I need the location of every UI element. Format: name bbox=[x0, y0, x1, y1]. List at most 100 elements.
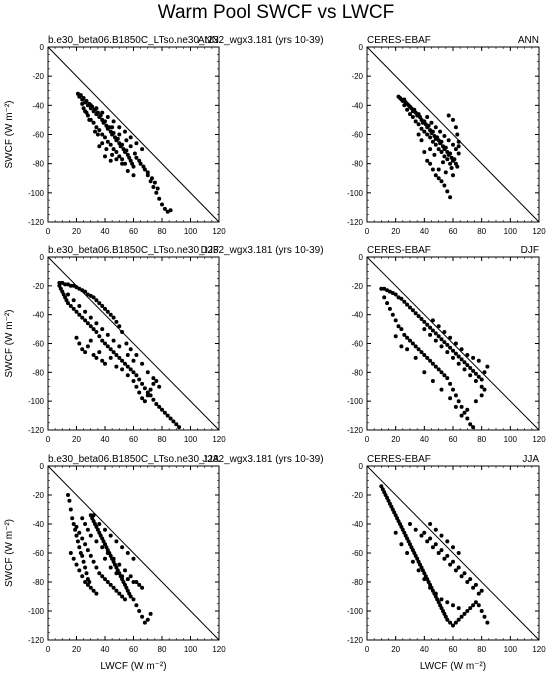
x-tick-label: 20 bbox=[391, 645, 400, 654]
data-point bbox=[445, 157, 450, 162]
data-point bbox=[105, 344, 110, 349]
data-point bbox=[430, 167, 435, 172]
data-point bbox=[80, 553, 85, 558]
data-point bbox=[105, 580, 110, 584]
data-point bbox=[154, 379, 159, 383]
data-point bbox=[419, 126, 424, 131]
data-point bbox=[465, 580, 470, 584]
data-point bbox=[66, 301, 70, 306]
data-point bbox=[125, 373, 130, 378]
data-point bbox=[111, 585, 116, 590]
data-point bbox=[465, 363, 470, 368]
x-axis-label: LWCF (W m⁻²) bbox=[420, 661, 486, 672]
data-point bbox=[393, 334, 398, 339]
data-point bbox=[439, 548, 444, 553]
y-tick-label: -100 bbox=[28, 397, 45, 406]
x-axis-label: LWCF (W m⁻²) bbox=[100, 661, 166, 672]
data-point bbox=[422, 327, 427, 332]
data-point bbox=[479, 609, 484, 613]
data-point bbox=[456, 565, 461, 570]
data-point bbox=[57, 280, 62, 285]
x-tick-label: 120 bbox=[212, 435, 226, 444]
data-point bbox=[77, 304, 82, 308]
data-point bbox=[120, 545, 125, 550]
data-point bbox=[405, 302, 410, 307]
data-point bbox=[465, 407, 470, 412]
data-point bbox=[455, 164, 460, 169]
data-point bbox=[117, 562, 122, 567]
data-point bbox=[94, 106, 99, 111]
y-tick-label: -20 bbox=[351, 491, 363, 500]
data-point bbox=[150, 176, 154, 181]
y-tick-label: -60 bbox=[351, 131, 363, 140]
data-point bbox=[123, 161, 127, 166]
x-tick-label: 20 bbox=[72, 645, 81, 654]
data-point bbox=[77, 530, 82, 535]
data-point bbox=[430, 139, 435, 144]
data-point bbox=[416, 132, 421, 137]
data-point bbox=[482, 387, 487, 392]
data-point bbox=[399, 344, 404, 349]
data-point bbox=[81, 96, 86, 100]
data-point bbox=[456, 551, 461, 555]
data-point bbox=[441, 160, 445, 165]
y-tick-label: -120 bbox=[347, 426, 364, 435]
data-point bbox=[445, 189, 450, 194]
data-point bbox=[471, 585, 476, 590]
data-point bbox=[105, 332, 110, 337]
data-point bbox=[405, 347, 410, 352]
data-point bbox=[131, 597, 136, 602]
data-point bbox=[422, 150, 427, 154]
data-point bbox=[94, 539, 99, 544]
y-tick-label: -60 bbox=[351, 340, 363, 349]
data-point bbox=[81, 559, 86, 564]
x-tick-label: 120 bbox=[532, 227, 546, 236]
data-point bbox=[75, 539, 80, 544]
data-point bbox=[428, 147, 433, 152]
y-tick-label: -40 bbox=[32, 520, 44, 529]
data-point bbox=[80, 315, 85, 320]
x-tick-label: 40 bbox=[420, 227, 429, 236]
data-point bbox=[110, 125, 115, 130]
data-point bbox=[451, 348, 455, 353]
data-point bbox=[88, 553, 93, 558]
data-point bbox=[456, 606, 461, 611]
y-tick-label: -120 bbox=[347, 636, 364, 645]
y-tick-label: 0 bbox=[40, 43, 45, 52]
data-point bbox=[448, 195, 453, 200]
data-point bbox=[160, 202, 164, 207]
data-point bbox=[451, 173, 455, 178]
data-point bbox=[94, 565, 99, 570]
data-point bbox=[117, 132, 122, 137]
data-point bbox=[390, 312, 395, 317]
data-point bbox=[66, 292, 70, 297]
data-point bbox=[471, 603, 476, 608]
data-point bbox=[174, 422, 179, 427]
data-point bbox=[465, 416, 470, 421]
y-tick-label: 0 bbox=[359, 43, 364, 52]
data-point bbox=[408, 522, 412, 526]
data-point bbox=[128, 594, 133, 599]
x-tick-label: 40 bbox=[101, 227, 110, 236]
data-point bbox=[117, 154, 122, 159]
data-point bbox=[137, 158, 142, 163]
data-point bbox=[67, 498, 72, 503]
data-point bbox=[448, 562, 453, 567]
data-point bbox=[107, 125, 112, 130]
data-point bbox=[114, 319, 119, 324]
data-point bbox=[74, 309, 79, 314]
y-tick-label: -100 bbox=[347, 607, 364, 616]
data-point bbox=[465, 609, 470, 613]
data-point bbox=[140, 614, 145, 619]
data-point bbox=[448, 151, 453, 156]
data-point bbox=[171, 419, 176, 424]
y-tick-label: -40 bbox=[351, 520, 363, 529]
data-point bbox=[93, 129, 97, 134]
x-tick-label: 80 bbox=[158, 435, 167, 444]
data-point bbox=[428, 585, 433, 590]
data-point bbox=[439, 533, 444, 538]
data-point bbox=[430, 545, 435, 550]
x-tick-label: 60 bbox=[129, 227, 138, 236]
panel-right-title: ANN bbox=[198, 35, 219, 46]
data-point bbox=[88, 533, 93, 538]
